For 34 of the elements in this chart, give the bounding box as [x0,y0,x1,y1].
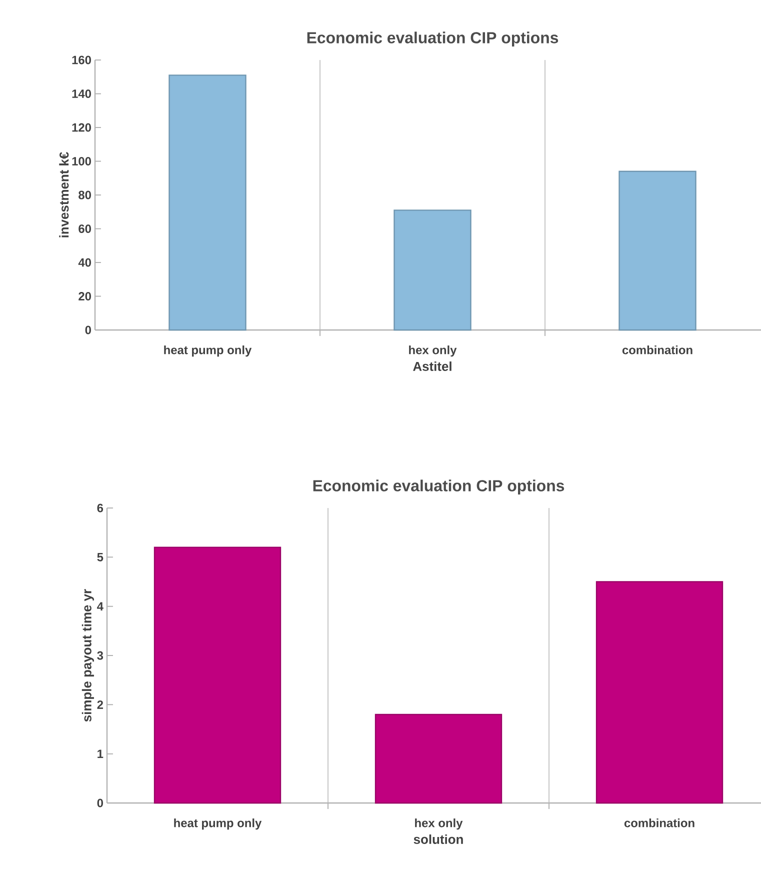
x-axis-title: solution [414,834,463,844]
y-tick-label: 120 [72,123,91,132]
y-tick-label: 160 [72,56,91,64]
y-tick-label: 4 [97,602,104,610]
bar [596,581,724,804]
bar [374,714,502,804]
x-tick-label: heat pump only [164,345,252,357]
chart-title: Economic evaluation CIP options [313,480,564,495]
y-tick-label: 40 [78,258,91,267]
y-tick-label: 2 [97,700,104,709]
y-tick-label: 80 [78,190,91,200]
chart-title: Economic evaluation CIP options [307,32,558,47]
x-tick-label: combination [624,818,694,828]
x-tick-label: heat pump only [174,818,262,830]
y-tick-label: 6 [97,504,104,512]
y-tick-label: 100 [72,157,91,166]
y-tick-label: 5 [97,553,104,562]
bar [394,210,472,331]
y-tick-label: 1 [98,750,104,758]
y-tick-label: 60 [78,224,91,233]
bar [168,74,246,331]
bar [154,546,282,804]
x-axis-title: Astitel [413,361,452,371]
x-tick-label: hex only [409,345,457,357]
y-tick-label: 3 [97,651,104,660]
y-tick-label: 0 [97,798,103,808]
x-tick-label: combination [622,345,692,354]
y-tick-label: 0 [85,326,91,334]
bar [618,170,696,331]
y-axis-title: simple payout time yr [82,589,94,722]
y-tick-label: 140 [72,90,91,98]
y-axis-title: investment k€ [59,152,69,238]
y-tick-label: 20 [78,292,91,300]
x-tick-label: hex only [415,818,463,830]
